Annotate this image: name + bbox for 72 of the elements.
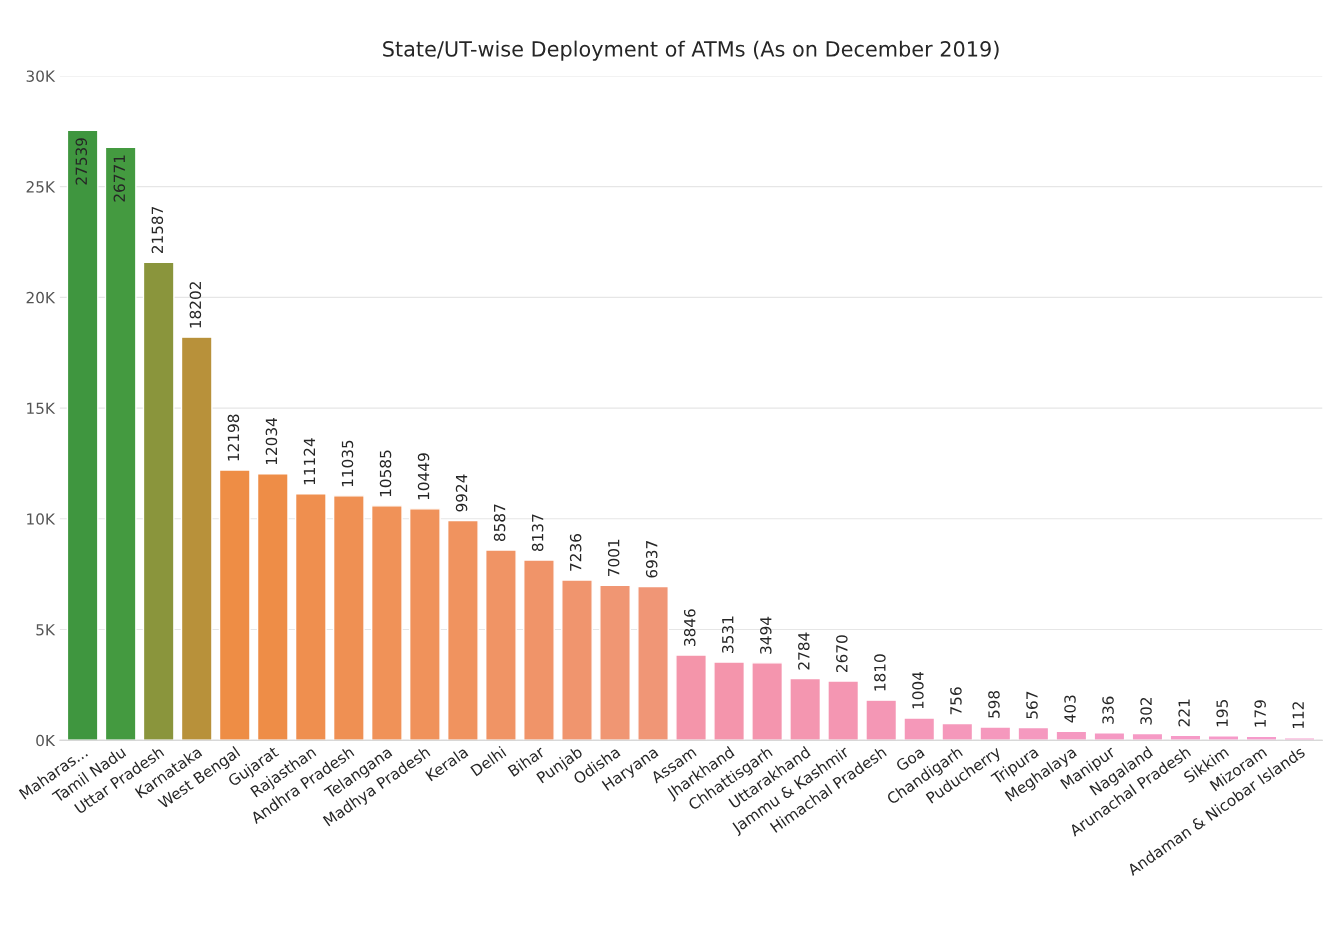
y-tick-label: 30K: [26, 70, 56, 82]
y-tick-label: 0K: [36, 734, 56, 747]
bar: [332, 495, 365, 741]
data-label: 7236: [569, 534, 582, 571]
bar: [637, 585, 669, 741]
data-label: 6937: [645, 541, 658, 578]
bar: [66, 129, 99, 741]
bar: [408, 508, 441, 741]
bar: [485, 549, 517, 741]
y-tick-label: 5K: [36, 624, 56, 636]
data-label: 8587: [493, 504, 506, 542]
bar: [751, 662, 784, 741]
chart-title: State/UT-wise Deployment of ATMs (As on December 2019): [383, 40, 999, 61]
bar: [1131, 732, 1164, 741]
bar: [1055, 730, 1088, 741]
bar: [675, 654, 707, 741]
bar: [523, 559, 555, 741]
bar: [256, 473, 289, 741]
y-tick-label: 15K: [27, 402, 56, 415]
data-label: 27539: [75, 138, 88, 185]
data-label: 7001: [607, 539, 620, 576]
bar: [370, 505, 403, 741]
bar: [142, 261, 175, 741]
data-label: 1004: [912, 671, 924, 709]
y-tick-label: 20K: [26, 291, 56, 304]
bar: [903, 717, 936, 741]
data-label: 2784: [798, 632, 810, 670]
data-label: 10585: [379, 450, 392, 497]
bar: [447, 519, 479, 741]
data-label: 221: [1178, 699, 1190, 727]
data-label: 3531: [721, 616, 734, 653]
bar: [1207, 735, 1240, 741]
data-label: 12198: [227, 414, 240, 461]
y-tick-label: 25K: [26, 181, 56, 193]
data-label: 11124: [303, 438, 316, 485]
bar: [1093, 732, 1126, 741]
data-label: 11035: [341, 440, 354, 487]
data-label: 9924: [455, 474, 468, 512]
bar: [789, 677, 822, 741]
bar: [599, 584, 631, 741]
data-label: 112: [1292, 702, 1304, 729]
bar: [294, 493, 327, 741]
bar: [218, 469, 251, 741]
data-label: 567: [1026, 691, 1038, 719]
data-label: 3846: [683, 609, 696, 646]
data-label: 302: [1140, 697, 1152, 725]
data-label: 8137: [531, 514, 544, 552]
bar: [1283, 737, 1316, 741]
data-label: 598: [988, 690, 1000, 718]
bar: [180, 336, 213, 741]
bar: [1017, 726, 1050, 741]
data-label: 336: [1102, 696, 1114, 724]
data-label: 2670: [836, 635, 848, 673]
data-label: 21587: [151, 206, 164, 254]
data-label: 26771: [113, 155, 126, 202]
y-tick-label: 10K: [27, 513, 56, 525]
data-label: 756: [950, 687, 962, 715]
data-label: 1810: [874, 654, 886, 691]
bar: [104, 146, 137, 741]
data-label: 10449: [417, 453, 430, 500]
bar: [865, 699, 898, 741]
bar: [827, 680, 860, 741]
bar: [941, 722, 974, 741]
data-label: 12034: [265, 418, 278, 465]
data-label: 403: [1064, 695, 1076, 723]
data-label: 18202: [189, 282, 202, 328]
bar: [713, 661, 746, 741]
data-label: 3494: [760, 616, 772, 654]
bar: [979, 726, 1012, 741]
data-label: 179: [1254, 700, 1266, 727]
data-label: 195: [1216, 700, 1228, 727]
bar: [561, 579, 593, 741]
